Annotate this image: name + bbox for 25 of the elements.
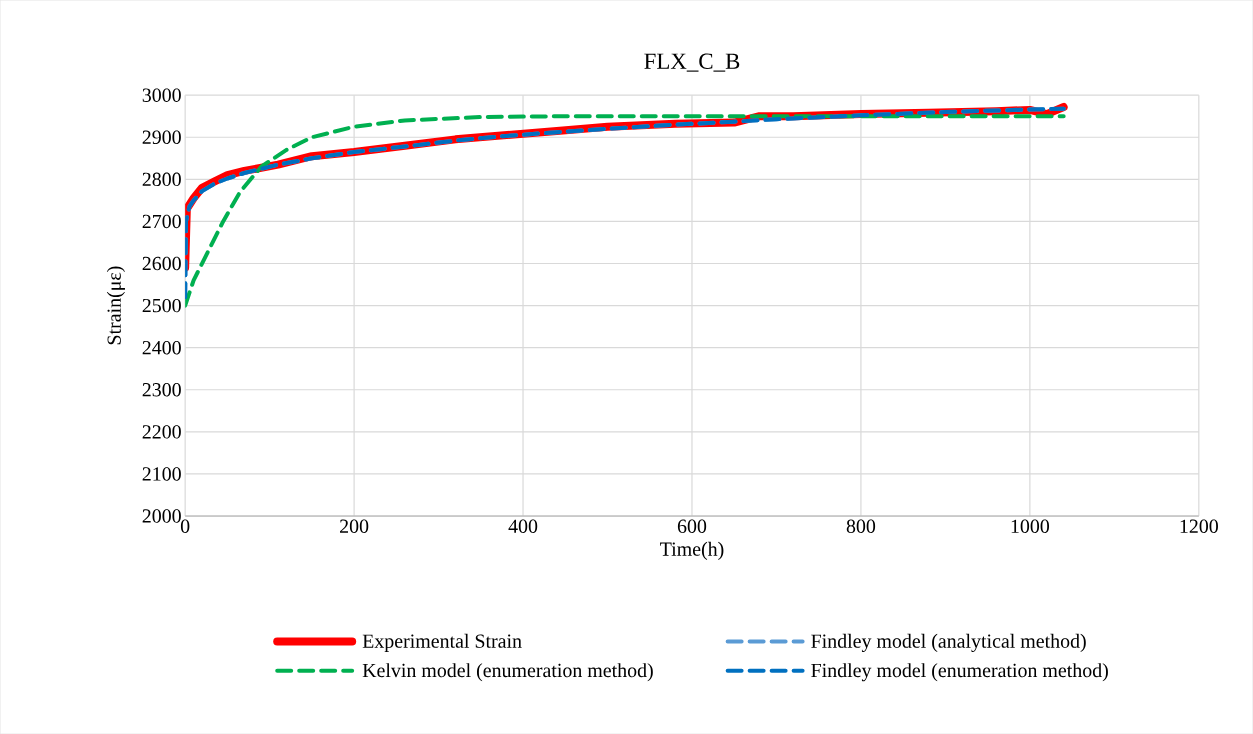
x-tick-label: 0 xyxy=(180,519,190,533)
y-tick-label: 3000 xyxy=(142,88,181,102)
y-tick-label: 2100 xyxy=(142,467,181,481)
x-tick-label: 200 xyxy=(340,519,369,533)
y-tick-label: 2000 xyxy=(142,509,181,523)
legend-label: Kelvin model (enumeration method) xyxy=(362,663,653,682)
x-axis-title: Time(h) xyxy=(660,541,724,560)
chart-title: FLX_C_B xyxy=(644,53,740,72)
x-tick-label: 1200 xyxy=(1180,519,1218,533)
y-axis-title: Strain(με) xyxy=(106,266,125,345)
y-tick-label: 2200 xyxy=(142,425,181,439)
y-tick-label: 2600 xyxy=(142,256,181,271)
y-tick-label: 2700 xyxy=(142,214,181,229)
x-tick-label: 800 xyxy=(846,519,876,533)
legend-label: Findley model (analytical method) xyxy=(811,633,1086,652)
y-tick-label: 2300 xyxy=(142,382,181,397)
y-tick-label: 2900 xyxy=(142,130,181,144)
legend-label: Findley model (enumeration method) xyxy=(811,663,1108,682)
x-tick-label: 400 xyxy=(508,519,538,533)
x-tick-label: 1000 xyxy=(1011,519,1050,533)
y-tick-label: 2400 xyxy=(142,340,181,355)
y-tick-label: 2800 xyxy=(142,172,181,186)
y-tick-label: 2500 xyxy=(142,298,181,313)
legend-label: Experimental Strain xyxy=(362,633,522,652)
x-tick-label: 600 xyxy=(677,519,707,533)
